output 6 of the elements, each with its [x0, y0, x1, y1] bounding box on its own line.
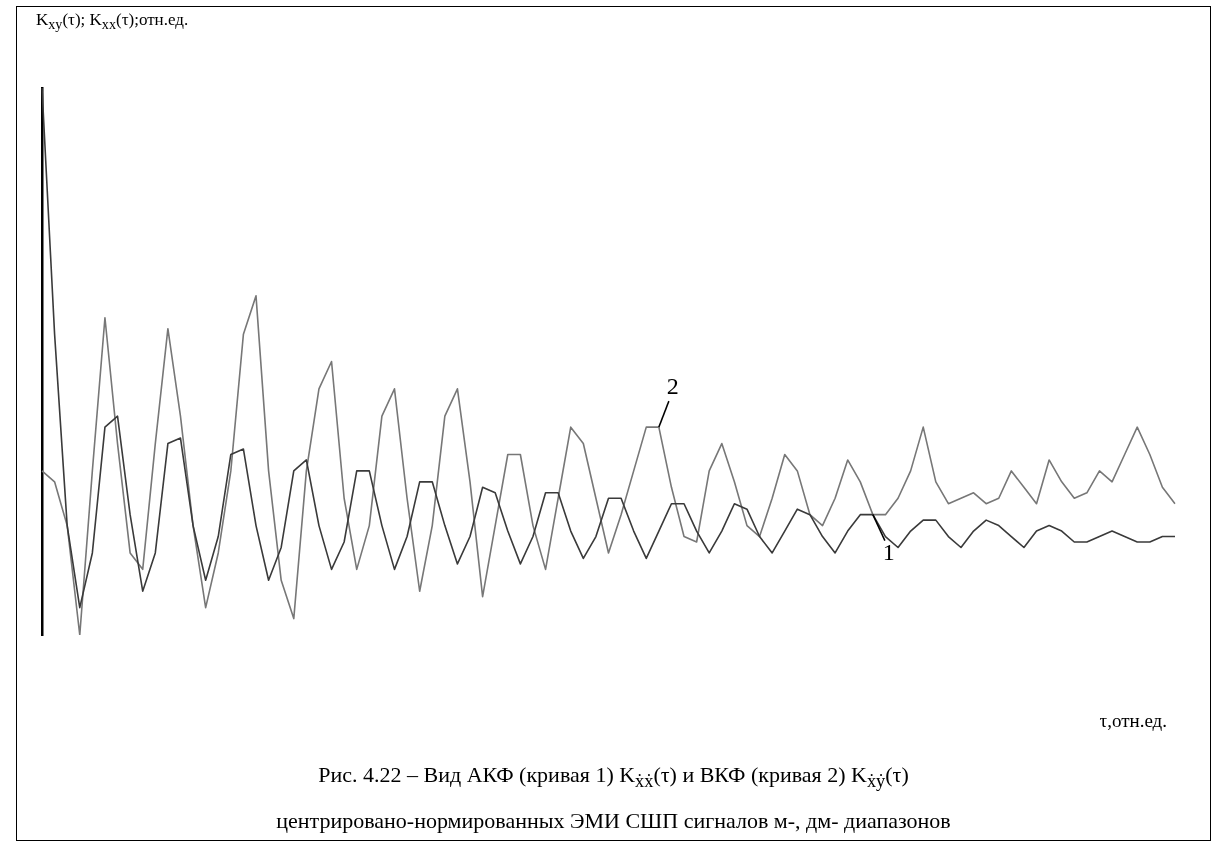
y-axis-title: K$_{xy}$(τ); K$_{xx}$(τ);отн.ед. — [36, 10, 189, 34]
series-label: 1 — [882, 538, 895, 565]
text: центрировано-нормированных ЭМИ СШП сигналов м-, дм- диапазонов — [275, 807, 952, 836]
text: Рис. 4.22 – Вид АКФ (кривая 1) K$_{ẋẋ}$(τ) и ВКФ (кривая 2) K$_{ẋẏ}$(τ) — [317, 761, 910, 794]
series-label: 2 — [666, 373, 679, 400]
x-axis-title: τ,отн.ед. — [1099, 710, 1167, 732]
